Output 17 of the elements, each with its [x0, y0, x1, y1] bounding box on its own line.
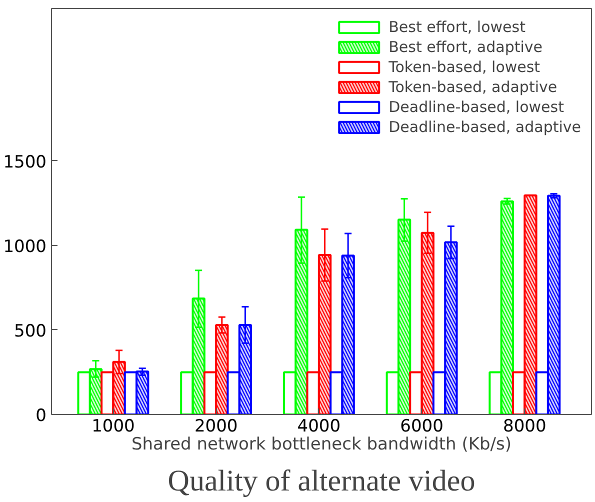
x-tick-label: 1000: [92, 416, 135, 436]
x-tick-label: 6000: [400, 416, 444, 436]
x-tick-label: 2000: [194, 416, 238, 436]
legend-label: Deadline-based, adaptive: [388, 118, 581, 136]
legend-label: Best effort, adaptive: [388, 38, 543, 56]
x-tick-label: 8000: [503, 416, 546, 436]
text: Quality of alternate video: [168, 464, 476, 498]
legend-label: Token-based, adaptive: [388, 78, 558, 96]
legend-label: Deadline-based, lowest: [388, 98, 564, 116]
legend-label: Best effort, lowest: [388, 18, 526, 36]
y-tick-label: 1500: [3, 152, 46, 172]
x-tick-label: 4000: [297, 416, 341, 436]
y-tick-label: 500: [14, 321, 47, 342]
legend-label: Token-based, lowest: [388, 58, 540, 76]
x-axis-title: Shared network bottleneck bandwidth (Kb/s): [131, 434, 512, 454]
y-tick-label: 0: [36, 406, 47, 426]
y-tick-label: 1000: [3, 236, 46, 257]
